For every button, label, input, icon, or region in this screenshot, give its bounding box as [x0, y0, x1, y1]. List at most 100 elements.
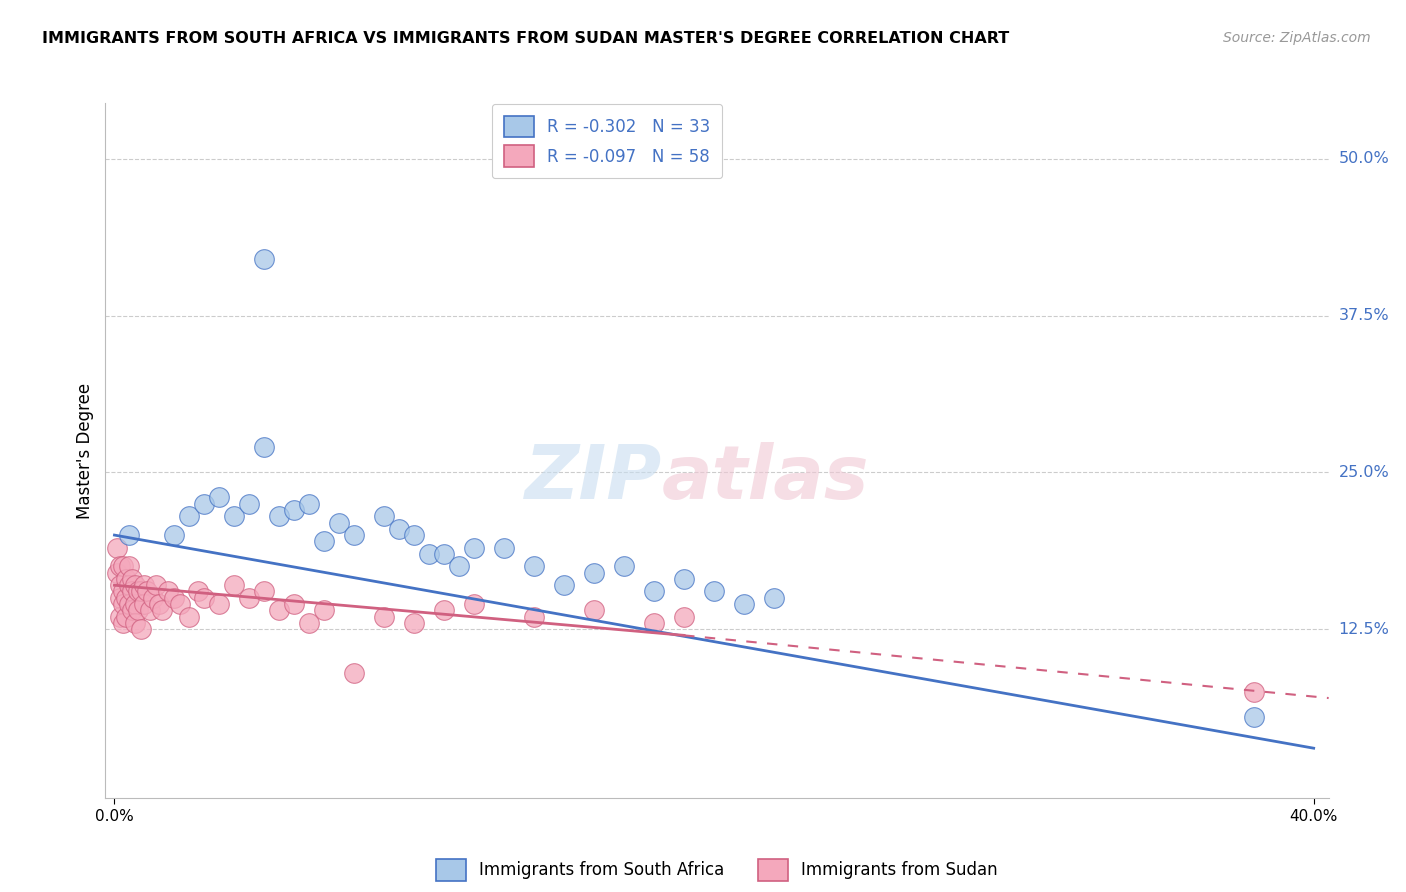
Point — [208, 491, 231, 505]
Point — [124, 597, 146, 611]
Point — [110, 578, 132, 592]
Point — [107, 566, 129, 580]
Point — [110, 591, 132, 605]
Point — [152, 603, 174, 617]
Point — [163, 591, 186, 605]
Point — [733, 597, 755, 611]
Point — [553, 578, 575, 592]
Text: Source: ZipAtlas.com: Source: ZipAtlas.com — [1223, 31, 1371, 45]
Point — [253, 584, 276, 599]
Point — [343, 665, 366, 680]
Point — [224, 509, 246, 524]
Point — [613, 559, 636, 574]
Legend: Immigrants from South Africa, Immigrants from Sudan: Immigrants from South Africa, Immigrants… — [429, 853, 1005, 888]
Point — [121, 572, 143, 586]
Point — [449, 559, 471, 574]
Point — [193, 591, 215, 605]
Point — [112, 615, 135, 630]
Point — [643, 584, 665, 599]
Point — [118, 597, 141, 611]
Point — [238, 591, 260, 605]
Point — [208, 597, 231, 611]
Point — [253, 440, 276, 454]
Point — [388, 522, 411, 536]
Point — [418, 547, 440, 561]
Point — [145, 578, 167, 592]
Point — [118, 559, 141, 574]
Point — [283, 597, 305, 611]
Text: 37.5%: 37.5% — [1339, 309, 1389, 323]
Y-axis label: Master's Degree: Master's Degree — [76, 383, 94, 518]
Point — [115, 591, 138, 605]
Point — [118, 578, 141, 592]
Point — [121, 584, 143, 599]
Point — [136, 584, 159, 599]
Point — [139, 603, 162, 617]
Point — [115, 572, 138, 586]
Point — [643, 615, 665, 630]
Point — [1243, 710, 1265, 724]
Point — [314, 534, 336, 549]
Text: 12.5%: 12.5% — [1339, 622, 1389, 637]
Point — [1243, 685, 1265, 699]
Point — [121, 603, 143, 617]
Point — [134, 578, 156, 592]
Text: IMMIGRANTS FROM SOUTH AFRICA VS IMMIGRANTS FROM SUDAN MASTER'S DEGREE CORRELATIO: IMMIGRANTS FROM SOUTH AFRICA VS IMMIGRAN… — [42, 31, 1010, 46]
Point — [269, 509, 291, 524]
Text: atlas: atlas — [662, 442, 869, 515]
Point — [404, 528, 426, 542]
Point — [131, 584, 153, 599]
Point — [404, 615, 426, 630]
Point — [433, 547, 456, 561]
Point — [673, 609, 696, 624]
Point — [107, 541, 129, 555]
Point — [463, 597, 485, 611]
Point — [179, 509, 201, 524]
Point — [110, 559, 132, 574]
Point — [433, 603, 456, 617]
Point — [763, 591, 786, 605]
Point — [269, 603, 291, 617]
Point — [169, 597, 191, 611]
Point — [328, 516, 350, 530]
Point — [283, 503, 305, 517]
Point — [238, 497, 260, 511]
Point — [523, 559, 546, 574]
Point — [298, 615, 321, 630]
Point — [673, 572, 696, 586]
Point — [253, 252, 276, 267]
Point — [583, 566, 606, 580]
Point — [463, 541, 485, 555]
Point — [127, 603, 149, 617]
Point — [115, 609, 138, 624]
Point — [124, 615, 146, 630]
Point — [112, 559, 135, 574]
Point — [494, 541, 516, 555]
Text: 50.0%: 50.0% — [1339, 152, 1389, 167]
Point — [157, 584, 180, 599]
Point — [118, 528, 141, 542]
Point — [179, 609, 201, 624]
Point — [703, 584, 725, 599]
Point — [112, 597, 135, 611]
Point — [127, 584, 149, 599]
Point — [298, 497, 321, 511]
Point — [131, 622, 153, 636]
Point — [110, 609, 132, 624]
Point — [343, 528, 366, 542]
Point — [124, 578, 146, 592]
Point — [523, 609, 546, 624]
Point — [112, 584, 135, 599]
Text: ZIP: ZIP — [524, 442, 662, 515]
Text: 25.0%: 25.0% — [1339, 465, 1389, 480]
Point — [373, 509, 395, 524]
Point — [142, 591, 165, 605]
Point — [163, 528, 186, 542]
Point — [148, 597, 170, 611]
Point — [373, 609, 395, 624]
Point — [134, 597, 156, 611]
Point — [583, 603, 606, 617]
Point — [187, 584, 209, 599]
Point — [314, 603, 336, 617]
Point — [224, 578, 246, 592]
